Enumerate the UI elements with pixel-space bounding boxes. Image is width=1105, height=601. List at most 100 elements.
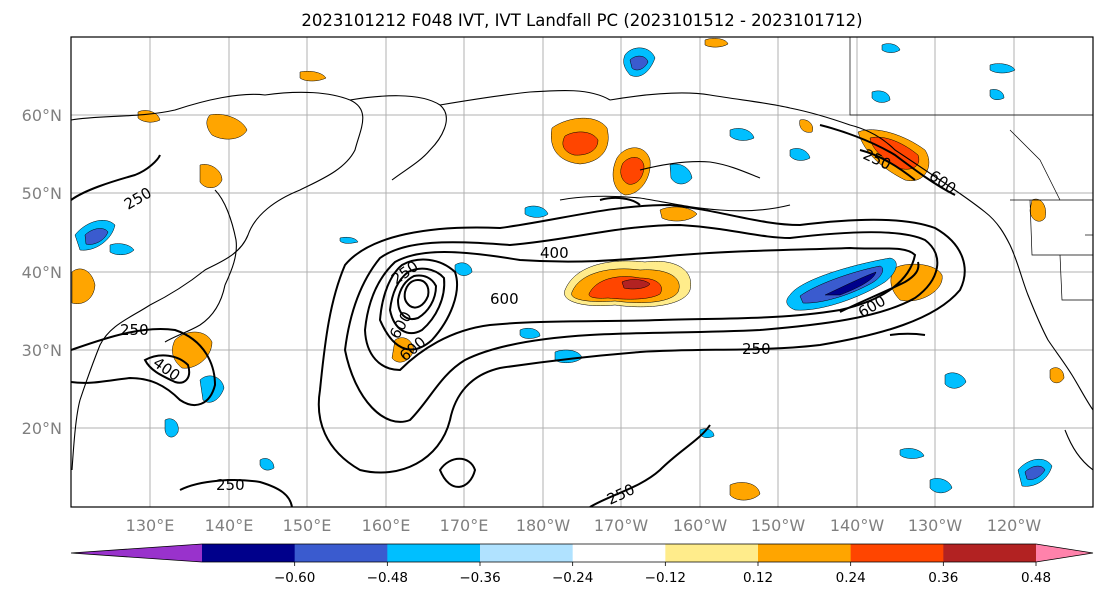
lon-label: 170°E bbox=[440, 516, 489, 535]
colorbar-segment bbox=[665, 544, 759, 562]
colorbar-segment bbox=[943, 544, 1037, 562]
coast-chukotka bbox=[439, 89, 611, 106]
pc-positive-siberia bbox=[299, 71, 327, 82]
lon-label: 160°E bbox=[362, 516, 411, 535]
lon-label: 170°W bbox=[594, 516, 649, 535]
ivt-contours bbox=[71, 124, 966, 507]
pc-negative-yukon-2 bbox=[871, 90, 891, 103]
coast-aleutian-chain bbox=[559, 195, 791, 212]
border-province bbox=[1009, 129, 1061, 201]
pc-negative-ne-pacific-inner bbox=[799, 265, 883, 304]
pc-negative-west-1 bbox=[199, 375, 225, 403]
pc-positive-aleutian-south bbox=[659, 206, 698, 222]
contour-250-main bbox=[317, 203, 966, 474]
pc-negative-east-subtropics bbox=[944, 372, 967, 389]
pc-negative-canada bbox=[989, 63, 1016, 74]
pc-positive-sakhalin bbox=[199, 164, 223, 188]
boundaries bbox=[849, 37, 1093, 301]
pc-positive-aleutian-core bbox=[620, 157, 645, 185]
colorbar-segment bbox=[758, 544, 852, 562]
pc-negative-arctic-core bbox=[629, 55, 649, 71]
lon-label: 150°E bbox=[283, 516, 332, 535]
pc-positive-okhotsk bbox=[206, 114, 248, 140]
pc-negative-west-3 bbox=[109, 243, 135, 255]
colorbar-extend-min bbox=[71, 544, 202, 562]
contour-1400 bbox=[403, 278, 430, 309]
lat-label: 50°N bbox=[22, 184, 62, 203]
contour-label: 250 bbox=[742, 340, 771, 358]
pc-positive-gulf-alaska-core bbox=[869, 136, 920, 170]
pc-positive-baja bbox=[1049, 367, 1065, 384]
colorbar-tick-label: −0.24 bbox=[552, 570, 593, 586]
contour-600-east bbox=[839, 261, 920, 313]
colorbar-segment bbox=[572, 544, 666, 562]
contour-1200 bbox=[396, 274, 438, 320]
pc-negative-ne-pacific-core bbox=[824, 271, 877, 296]
coast-mexico bbox=[1064, 429, 1093, 471]
lon-label: 130°W bbox=[908, 516, 963, 535]
lon-label: 120°W bbox=[987, 516, 1042, 535]
pc-positive-ne-pacific bbox=[890, 263, 943, 302]
pc-negative-south-west bbox=[259, 458, 275, 471]
lat-label: 20°N bbox=[22, 419, 62, 438]
contour-label: 600 bbox=[490, 290, 519, 308]
pc-positive-north bbox=[704, 38, 729, 48]
lat-label: 60°N bbox=[22, 106, 62, 125]
latitude-labels: 60°N 50°N 40°N 30°N 20°N bbox=[22, 106, 62, 438]
pc-shading bbox=[71, 38, 1065, 501]
pc-negative-yukon bbox=[881, 43, 901, 53]
lon-label: 140°E bbox=[205, 516, 254, 535]
colorbar-tick-label: −0.48 bbox=[367, 570, 408, 586]
lon-label: 130°E bbox=[126, 516, 175, 535]
pc-negative-alaska-2 bbox=[789, 148, 811, 161]
contour-600-main bbox=[363, 246, 917, 372]
pc-negative-alaska bbox=[729, 128, 755, 141]
pc-negative-nw-small bbox=[339, 236, 359, 244]
colorbar-segment bbox=[387, 544, 481, 562]
colorbar-tick-label: 0.48 bbox=[1021, 570, 1051, 586]
coast-asia-mainland bbox=[71, 91, 364, 471]
lat-label: 30°N bbox=[22, 341, 62, 360]
colorbar-tick-label: 0.36 bbox=[928, 570, 958, 586]
pc-negative-central-north bbox=[524, 205, 549, 218]
contour-250-island bbox=[438, 457, 477, 488]
border-state-2 bbox=[1059, 254, 1093, 301]
colorbar-tick-label: −0.60 bbox=[274, 570, 315, 586]
contour-label: 400 bbox=[540, 244, 569, 262]
contour-label: 250 bbox=[120, 321, 149, 339]
contour-label: 250 bbox=[216, 476, 245, 494]
pc-positive-central-max bbox=[621, 279, 651, 290]
colorbar-segment bbox=[850, 544, 944, 562]
pc-negative-south-east bbox=[899, 448, 925, 459]
pc-positive-korea bbox=[71, 268, 96, 304]
coast-north-america bbox=[609, 92, 1093, 411]
border-alaska-canada bbox=[849, 37, 1093, 116]
contour-250-south bbox=[589, 424, 711, 507]
colorbar-segment bbox=[294, 544, 388, 562]
coast-japan bbox=[164, 284, 226, 343]
pc-negative-central-south-2 bbox=[519, 328, 541, 339]
pc-negative-sw-core bbox=[1024, 465, 1046, 480]
contour-1000 bbox=[388, 267, 446, 335]
longitude-labels: 130°E 140°E 150°E 160°E 170°E 180°W 170°… bbox=[126, 516, 1042, 535]
border-state-1 bbox=[1029, 199, 1093, 256]
coastlines bbox=[71, 89, 1093, 471]
contour-250-gulf-alaska bbox=[819, 124, 956, 196]
lon-label: 160°W bbox=[673, 516, 728, 535]
colorbar-tick-label: −0.12 bbox=[645, 570, 686, 586]
colorbar-outline bbox=[70, 543, 1094, 563]
coast-alaska-peninsula bbox=[639, 161, 761, 179]
contour-400-gulf-alaska bbox=[859, 149, 916, 181]
contour-600-tail bbox=[889, 332, 926, 336]
contour-250-southwest bbox=[179, 479, 293, 507]
pc-positive-bering-core bbox=[562, 131, 599, 156]
pc-negative-west-2 bbox=[164, 418, 179, 438]
pc-positive-south bbox=[729, 482, 761, 501]
map-frame bbox=[70, 36, 1094, 508]
colorbar-tick-label: 0.12 bbox=[743, 570, 773, 586]
contour-400-north bbox=[599, 196, 641, 206]
colorbar-tick-label: −0.36 bbox=[459, 570, 500, 586]
lon-label: 150°W bbox=[751, 516, 806, 535]
colorbar-extend-max bbox=[1036, 544, 1093, 562]
